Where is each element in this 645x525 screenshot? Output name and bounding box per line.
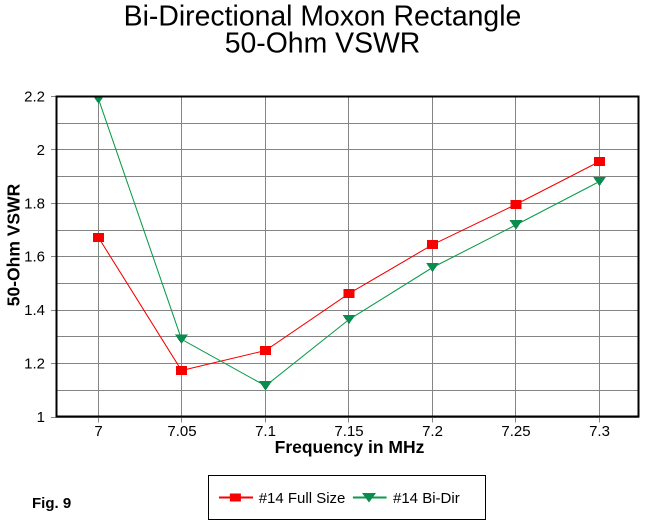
svg-text:Frequency in MHz: Frequency in MHz bbox=[275, 437, 425, 457]
svg-text:1.2: 1.2 bbox=[24, 356, 45, 373]
svg-text:1.6: 1.6 bbox=[24, 249, 45, 266]
svg-text:50-Ohm VSWR: 50-Ohm VSWR bbox=[225, 28, 421, 60]
svg-text:50-Ohm VSWR: 50-Ohm VSWR bbox=[4, 183, 24, 306]
svg-text:Bi-Directional Moxon Rectangle: Bi-Directional Moxon Rectangle bbox=[124, 1, 522, 33]
svg-text:2.2: 2.2 bbox=[24, 88, 45, 105]
svg-text:#14 Bi-Dir: #14 Bi-Dir bbox=[393, 490, 460, 507]
svg-text:1.4: 1.4 bbox=[24, 302, 45, 319]
svg-text:#14 Full Size: #14 Full Size bbox=[259, 490, 346, 507]
svg-text:Fig. 9: Fig. 9 bbox=[32, 495, 71, 512]
svg-text:7.2: 7.2 bbox=[422, 423, 443, 440]
svg-text:7.15: 7.15 bbox=[334, 423, 363, 440]
svg-text:7.1: 7.1 bbox=[255, 423, 276, 440]
svg-text:7.3: 7.3 bbox=[589, 423, 610, 440]
svg-text:7: 7 bbox=[94, 423, 102, 440]
svg-text:7.05: 7.05 bbox=[167, 423, 196, 440]
svg-text:1.8: 1.8 bbox=[24, 195, 45, 212]
svg-text:7.25: 7.25 bbox=[501, 423, 530, 440]
svg-text:2: 2 bbox=[37, 142, 45, 159]
svg-text:1: 1 bbox=[37, 409, 45, 426]
